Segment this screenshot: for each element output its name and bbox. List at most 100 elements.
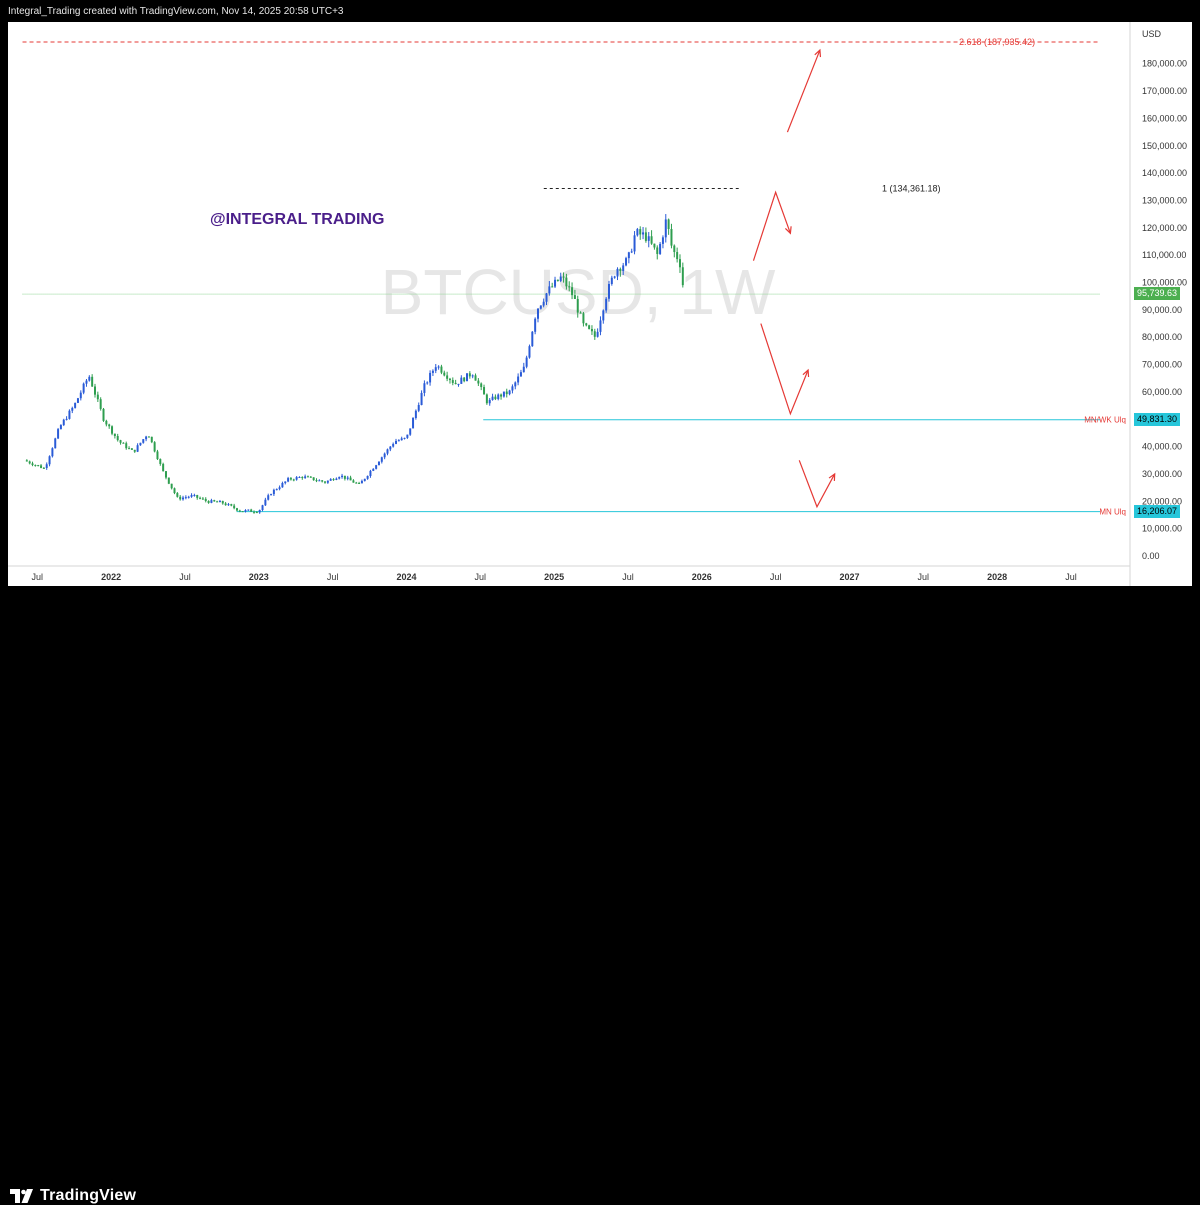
y-tick-label: 0.00 [1142, 551, 1160, 561]
candle-body [62, 419, 65, 426]
x-tick-label: 2025 [544, 572, 564, 582]
axes-layer [8, 22, 1131, 586]
candle-body [619, 268, 622, 271]
candle-body [622, 265, 625, 271]
candle-body [395, 440, 398, 444]
mn-wk-liq-badge: 49,831.30 [1134, 412, 1181, 426]
candle-body [551, 286, 554, 288]
tradingview-logo[interactable]: TradingView [10, 1187, 136, 1205]
candle-body [573, 295, 576, 299]
candle-body [454, 382, 457, 385]
candle-body [559, 276, 562, 281]
price-chart[interactable]: BTCUSD, 1W USD 180,000.00 170,000.00 160,00… [8, 22, 1192, 586]
candle-body [497, 394, 500, 400]
y-tick-label: 90,000.00 [1142, 305, 1182, 315]
candle-body [93, 386, 96, 395]
candle-body [429, 372, 432, 383]
candle-body [298, 477, 301, 479]
current-price-badge: 95,739.63 [1134, 287, 1181, 301]
overlay-title: @INTEGRAL TRADING [210, 211, 384, 228]
x-tick-label: 2026 [692, 572, 712, 582]
candle-body [68, 410, 71, 419]
candle-body [562, 276, 565, 278]
projection-arrow-line [752, 190, 791, 261]
candle-body [145, 436, 148, 440]
candle-body [613, 276, 616, 278]
candle-body [272, 489, 275, 495]
y-tick-label: 100,000.00 [1142, 278, 1187, 288]
candle-body [295, 477, 298, 480]
x-tick-label: Jul [622, 572, 634, 582]
y-tick-label: 140,000.00 [1142, 168, 1187, 178]
candle-body [681, 267, 684, 286]
candle-body [199, 497, 202, 499]
candle-body [247, 509, 250, 511]
fib-1-label: 1 (134,361.18) [882, 184, 941, 194]
candle-body [420, 392, 423, 406]
candle-body [275, 489, 278, 491]
arrows-layer [752, 48, 836, 509]
candle-body [244, 510, 247, 512]
candle-body [661, 237, 664, 244]
candle-body [346, 477, 349, 479]
candle-body [522, 366, 525, 373]
candle-body [673, 245, 676, 253]
candle-body [233, 505, 236, 509]
candle-body [644, 232, 647, 241]
candle-body [670, 229, 673, 246]
candle-body [338, 477, 341, 479]
candle-body [329, 479, 332, 481]
candle-body [139, 442, 142, 446]
candle-body [483, 387, 486, 395]
chart-area[interactable]: BTCUSD, 1W USD 180,000.00 170,000.00 160,00… [8, 22, 1192, 586]
candle-body [360, 480, 363, 484]
candle-body [241, 511, 244, 513]
candle-body [602, 310, 605, 321]
candle-body [585, 323, 588, 326]
tradingview-icon [10, 1189, 33, 1203]
candle-body [514, 382, 517, 387]
candle-body [315, 480, 318, 482]
candle-body [565, 277, 568, 287]
candle-body [392, 443, 395, 447]
candle-body [582, 313, 585, 324]
candle-body [627, 252, 630, 259]
candle-body [218, 500, 221, 503]
candle-body [488, 399, 491, 404]
candle-body [571, 287, 574, 296]
candle-body [534, 318, 537, 332]
footer-bar: TradingView [0, 586, 1200, 1204]
candle-body [389, 446, 392, 450]
candle-body [485, 394, 488, 404]
y-tick-label: 160,000.00 [1142, 113, 1187, 123]
candle-body [76, 398, 79, 403]
candle-body [164, 471, 167, 478]
candle-body [639, 229, 642, 235]
y-tick-label: 180,000.00 [1142, 59, 1187, 69]
candle-body [82, 383, 85, 393]
candle-body [406, 434, 409, 438]
y-tick-label: 10,000.00 [1142, 524, 1182, 534]
candle-body [250, 509, 253, 512]
candle-body [508, 390, 511, 395]
x-tick-label: Jul [918, 572, 930, 582]
candle-body [633, 235, 636, 252]
candle-body [366, 475, 369, 479]
candle-body [54, 438, 57, 449]
candle-body [437, 366, 440, 368]
candle-body [34, 465, 37, 467]
candle-body [352, 480, 355, 483]
candle-body [57, 429, 60, 439]
candle-body [42, 467, 45, 469]
candle-body [51, 448, 54, 457]
candle-body [324, 481, 327, 483]
projection-arrow-line [786, 49, 821, 133]
candle-body [423, 383, 426, 393]
projection-arrow-head [828, 472, 836, 481]
candle-body [153, 442, 156, 452]
candle-body [96, 394, 99, 400]
candle-body [111, 426, 114, 434]
candle-body [616, 268, 619, 277]
candle-body [122, 442, 125, 444]
candle-body [440, 366, 443, 373]
